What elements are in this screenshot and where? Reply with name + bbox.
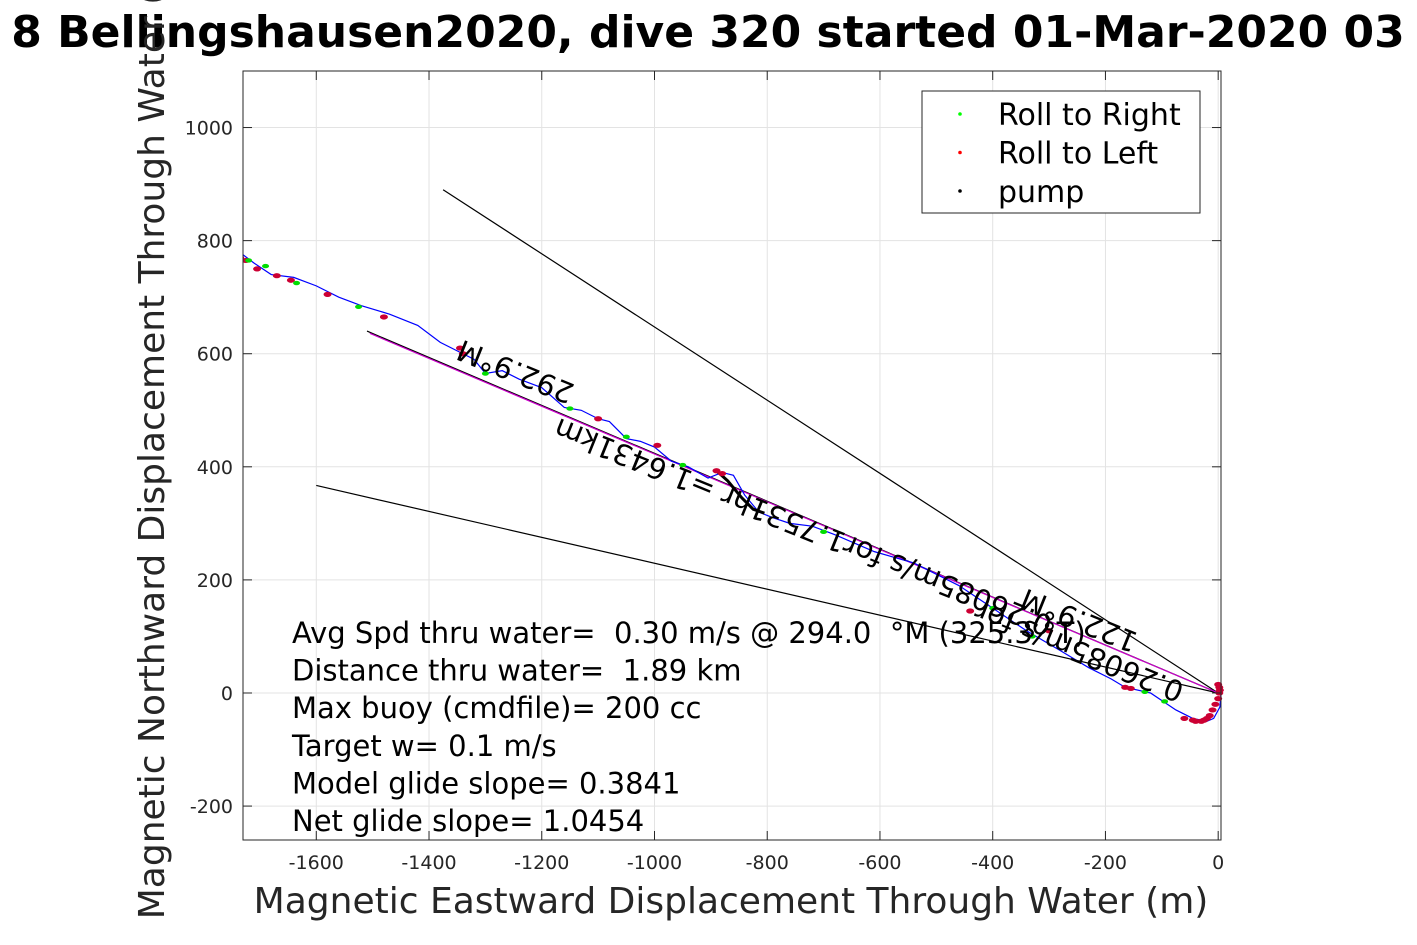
stats-line: Model glide slope= 0.3841: [292, 766, 680, 800]
legend-marker: [958, 189, 962, 193]
roll-left-point: [456, 345, 465, 351]
x-tick-label: -600: [858, 852, 901, 874]
legend-label: pump: [998, 175, 1084, 210]
chart-title: 8 Bellingshausen2020, dive 320 started 0…: [11, 7, 1405, 58]
roll-left-point: [458, 351, 467, 357]
roll-right-point: [245, 258, 253, 263]
x-tick-label: -400: [971, 852, 1014, 874]
legend-label: Roll to Right: [998, 98, 1181, 133]
roll-left-point: [1214, 681, 1223, 688]
roll-left-point: [966, 608, 975, 614]
roll-right-point: [355, 304, 363, 309]
roll-left-point: [718, 470, 727, 477]
roll-left-point: [379, 314, 388, 320]
roll-right-point: [679, 462, 687, 468]
roll-left-point: [1214, 696, 1223, 702]
roll-left-point: [653, 442, 662, 448]
y-axis-ticks: -200 0 200 400 600 800 1000: [185, 118, 1221, 818]
pump-segment: [715, 469, 765, 515]
roll-left-point: [272, 273, 281, 279]
stats-line: Target w= 0.1 m/s: [291, 729, 557, 763]
stats-line: Distance thru water= 1.89 km: [292, 654, 742, 688]
y-axis-label: Magnetic Northward Displacement Through …: [132, 0, 173, 919]
stats-line: Net glide slope= 1.0454: [292, 804, 644, 838]
track: [243, 254, 1222, 722]
y-tick-label: -200: [190, 796, 233, 818]
stats-line: Max buoy (cmdfile)= 200 cc: [292, 691, 701, 725]
roll-left-point: [1180, 715, 1189, 722]
stats-line: Avg Spd thru water= 0.30 m/s @ 294.0 °M …: [292, 616, 1086, 650]
x-tick-label: 0: [1212, 852, 1224, 874]
roll-left-point: [253, 266, 262, 272]
roll-left-point: [1205, 713, 1214, 719]
y-tick-label: 1000: [185, 118, 233, 140]
x-tick-label: -1400: [401, 852, 456, 874]
roll-right-point: [622, 434, 630, 440]
x-tick-label: -200: [1084, 852, 1127, 874]
roll-left-point: [712, 468, 721, 474]
x-axis-label: Magnetic Eastward Displacement Through W…: [254, 881, 1209, 922]
grid: [243, 71, 1221, 840]
x-axis-ticks: -1600 -1400 -1200 -1000 -800 -600 -400 -200 0: [289, 71, 1224, 874]
y-tick-label: 200: [197, 570, 233, 592]
roll-left-point: [1126, 685, 1135, 692]
reference-line: [316, 484, 1219, 694]
roll-right-point: [262, 263, 270, 269]
y-tick-label: 400: [197, 457, 233, 479]
rotated-labels: 292.9°M0.26085m/s for1.7531hr =1.6431km1…: [452, 333, 1188, 709]
reference-line: [442, 189, 1219, 694]
roll-right-point: [1141, 689, 1149, 695]
roll-right-point: [1161, 699, 1169, 704]
legend-marker: [958, 112, 962, 116]
reference-lines: [316, 189, 1219, 694]
roll-right-point: [820, 529, 828, 535]
roll-left-point: [286, 277, 295, 283]
roll-left-point: [1045, 628, 1054, 634]
reference-line: [369, 332, 1219, 694]
y-tick-label: 800: [197, 231, 233, 253]
y-tick-label: 600: [197, 344, 233, 366]
axes-box: [242, 70, 1222, 841]
roll-left-point: [323, 291, 332, 297]
roll-markers: [243, 255, 1224, 724]
y-tick-label: 0: [221, 683, 233, 705]
roll-right-point: [293, 280, 301, 286]
stats-annotations: Avg Spd thru water= 0.30 m/s @ 294.0 °M …: [291, 616, 1086, 838]
x-tick-label: -1000: [627, 852, 682, 874]
roll-right-point: [989, 605, 997, 611]
roll-left-point: [1208, 707, 1217, 713]
legend-box: [921, 90, 1201, 214]
track-line: [243, 254, 1222, 722]
roll-left-point: [1211, 701, 1220, 707]
legend-marker: [958, 150, 962, 155]
roll-right-point: [566, 406, 574, 411]
legend-label: Roll to Left: [998, 137, 1158, 172]
roll-right-point: [1028, 634, 1036, 639]
roll-right-point: [481, 371, 489, 376]
roll-left-point: [1191, 718, 1200, 724]
x-tick-label: -1600: [289, 852, 344, 874]
roll-left-point: [594, 416, 603, 422]
x-tick-label: -800: [746, 852, 789, 874]
rotated-label: 292.9°M: [452, 333, 578, 410]
x-tick-label: -1200: [514, 852, 569, 874]
